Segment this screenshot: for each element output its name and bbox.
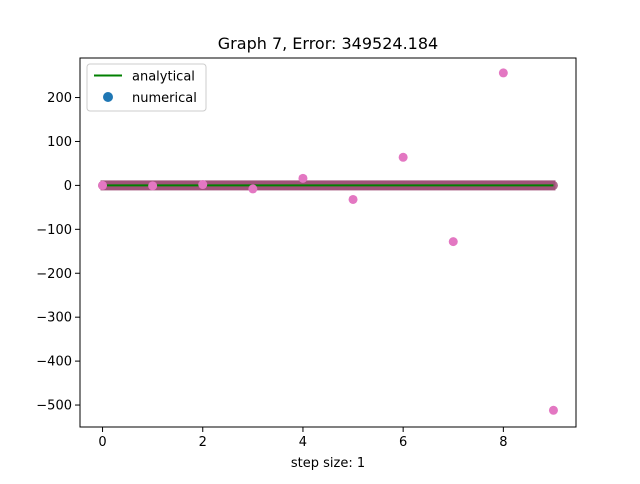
data-point-numerical	[198, 180, 208, 190]
legend: analytical numerical	[86, 63, 207, 112]
y-tick-label: 100	[47, 135, 72, 150]
data-point-numerical	[248, 184, 258, 194]
y-tick-label: −100	[36, 223, 72, 238]
x-tick-label: 0	[98, 435, 106, 450]
legend-numerical-marker	[103, 92, 113, 102]
y-tick-label: −200	[36, 267, 72, 282]
x-tick-label: 2	[199, 435, 207, 450]
y-tick-label: 200	[47, 91, 72, 106]
data-point-numerical	[448, 237, 458, 247]
data-point-numerical	[298, 173, 308, 183]
x-tick-label: 6	[399, 435, 407, 450]
y-tick-label: 0	[64, 179, 72, 194]
axes-frame	[79, 57, 577, 428]
chart-title: Graph 7, Error: 349524.184	[218, 34, 438, 53]
data-point-numerical	[548, 405, 558, 415]
legend-numerical-label: numerical	[132, 91, 197, 106]
x-tick-label: 8	[499, 435, 507, 450]
data-point-numerical	[148, 181, 158, 191]
legend-analytical-label: analytical	[132, 70, 195, 85]
y-tick-label: −300	[36, 311, 72, 326]
data-point-numerical	[398, 152, 408, 162]
axes: 0 2 4 6 8 −500 −400 −300 −200 −100 0 100 200	[36, 57, 577, 450]
plot-area	[98, 68, 558, 415]
x-axis-label: step size: 1	[291, 456, 365, 471]
data-point-numerical	[98, 180, 108, 190]
y-tick-label: −400	[36, 355, 72, 370]
data-point-numerical	[348, 194, 358, 204]
data-point-numerical	[498, 68, 508, 78]
x-tick-label: 4	[299, 435, 307, 450]
y-tick-label: −500	[36, 399, 72, 414]
